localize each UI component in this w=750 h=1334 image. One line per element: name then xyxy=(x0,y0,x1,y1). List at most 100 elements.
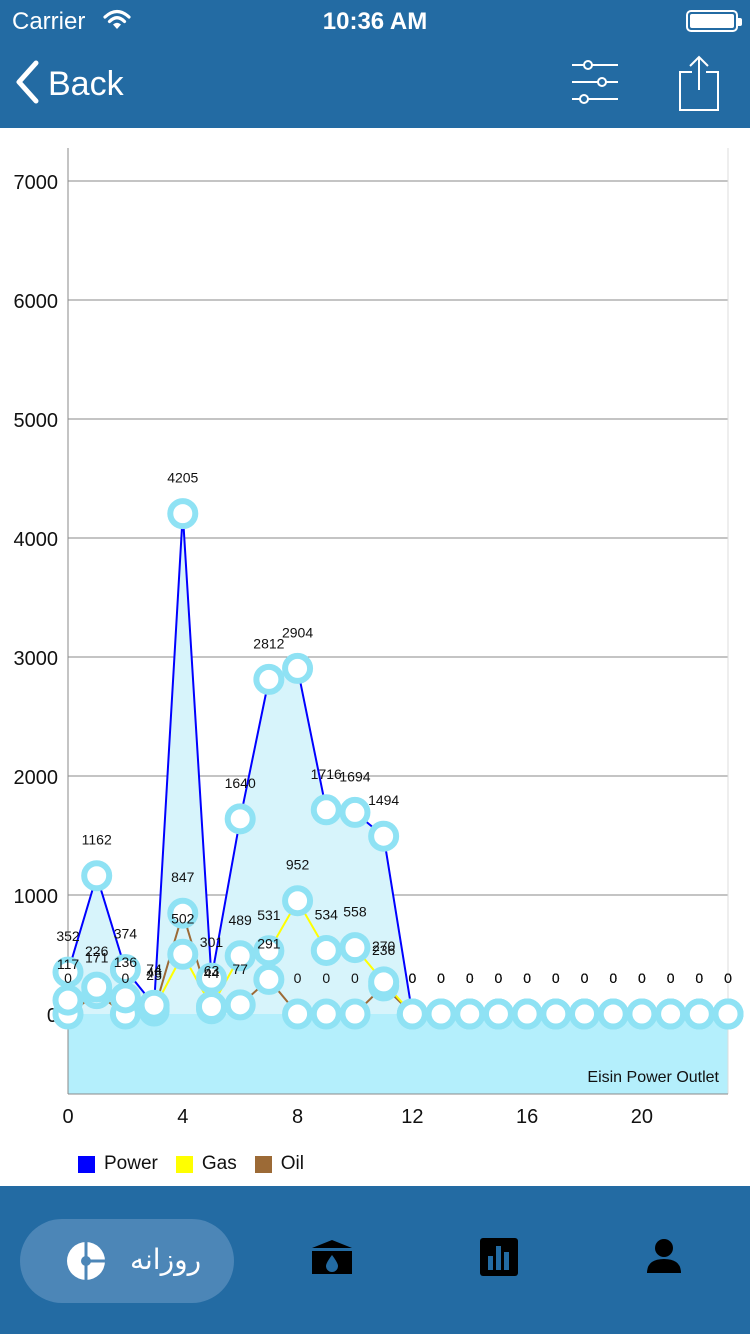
data-label-power: 352 xyxy=(56,928,80,944)
data-label-power: 0 xyxy=(408,970,416,986)
user-icon xyxy=(646,1239,682,1278)
tab-bar: روزانه xyxy=(0,1186,750,1334)
data-label-oil: 291 xyxy=(257,935,281,951)
data-label-oil: 0 xyxy=(724,970,732,986)
data-label-oil: 0 xyxy=(523,970,531,986)
marker-power xyxy=(569,998,601,1030)
legend-item-oil: Oil xyxy=(254,1153,304,1175)
data-label-oil: 0 xyxy=(581,970,589,986)
data-label-power: 74 xyxy=(146,961,162,977)
marker-power xyxy=(253,663,285,695)
tab-daily[interactable]: روزانه xyxy=(20,1219,234,1303)
data-label-gas: 270 xyxy=(372,938,396,954)
marker-oil xyxy=(339,998,371,1030)
x-tick-label: 20 xyxy=(631,1106,653,1128)
marker-oil xyxy=(282,998,314,1030)
legend-item-power: Power xyxy=(78,1153,158,1175)
marker-power xyxy=(425,998,457,1030)
data-label-power: 0 xyxy=(495,970,503,986)
data-label-power: 0 xyxy=(667,970,675,986)
back-label: Back xyxy=(48,64,124,103)
wifi-icon xyxy=(103,9,131,36)
marker-power xyxy=(339,796,371,828)
y-tick-label: 7000 xyxy=(14,172,59,194)
data-label-power: 0 xyxy=(638,970,646,986)
data-label-oil: 0 xyxy=(495,970,503,986)
pie-chart-icon xyxy=(66,1241,106,1286)
marker-power xyxy=(368,820,400,852)
marker-power xyxy=(655,998,687,1030)
data-label-gas: 46 xyxy=(146,965,162,981)
data-label-power: 1640 xyxy=(225,775,256,791)
data-label-gas: 0 xyxy=(638,970,646,986)
tab-profile[interactable] xyxy=(646,1238,690,1282)
filter-button[interactable] xyxy=(570,58,620,108)
bar-chart-icon xyxy=(480,1238,518,1280)
data-label-power: 0 xyxy=(695,970,703,986)
marker-power xyxy=(454,998,486,1030)
legend-swatch-gas xyxy=(175,1155,193,1173)
marker-power xyxy=(195,962,227,994)
tab-daily-label: روزانه xyxy=(130,1243,202,1276)
data-label-power: 0 xyxy=(609,970,617,986)
x-tick-label: 4 xyxy=(177,1106,188,1128)
data-label-gas: 0 xyxy=(667,970,675,986)
data-label-gas: 226 xyxy=(85,943,109,959)
marker-oil xyxy=(310,998,342,1030)
data-label-oil: 77 xyxy=(232,961,248,977)
data-label-oil: 25 xyxy=(146,967,162,983)
sliders-icon xyxy=(570,60,620,112)
tab-stats[interactable] xyxy=(480,1238,524,1282)
data-label-oil: 0 xyxy=(294,970,302,986)
back-button[interactable]: Back xyxy=(14,60,124,108)
data-label-gas: 136 xyxy=(114,954,138,970)
legend-label-oil: Oil xyxy=(280,1153,304,1174)
share-button[interactable] xyxy=(676,54,722,112)
y-tick-label: 4000 xyxy=(14,529,59,551)
y-tick-label: 5000 xyxy=(14,410,59,432)
data-label-power: 1694 xyxy=(339,768,370,784)
marker-oil xyxy=(167,897,199,929)
marker-power xyxy=(282,652,314,684)
x-tick-label: 0 xyxy=(62,1106,73,1128)
data-label-gas: 0 xyxy=(695,970,703,986)
data-label-oil: 0 xyxy=(408,970,416,986)
marker-power xyxy=(396,998,428,1030)
data-label-power: 0 xyxy=(581,970,589,986)
marker-power xyxy=(511,998,543,1030)
marker-gas xyxy=(81,971,113,1003)
x-tick-label: 16 xyxy=(516,1106,538,1128)
data-label-oil: 44 xyxy=(204,965,220,981)
marker-gas xyxy=(310,934,342,966)
data-label-power: 1716 xyxy=(311,766,342,782)
tab-tank[interactable] xyxy=(310,1238,354,1282)
marker-power xyxy=(167,498,199,530)
chart-legend: Power Gas Oil xyxy=(78,1152,322,1176)
data-label-gas: 0 xyxy=(724,970,732,986)
marker-oil xyxy=(224,989,256,1021)
data-label-oil: 0 xyxy=(609,970,617,986)
share-icon xyxy=(676,55,722,116)
legend-swatch-oil xyxy=(254,1155,272,1173)
data-label-power: 301 xyxy=(200,934,224,950)
y-tick-label: 0 xyxy=(47,1005,58,1027)
data-label-gas: 0 xyxy=(609,970,617,986)
marker-gas xyxy=(52,984,84,1016)
marker-gas xyxy=(339,932,371,964)
carrier-label: Carrier xyxy=(12,8,86,35)
marker-gas xyxy=(167,938,199,970)
y-tick-label: 3000 xyxy=(14,648,59,670)
data-label-power: 0 xyxy=(552,970,560,986)
x-tick-label: 12 xyxy=(401,1106,423,1128)
data-label-power: 1162 xyxy=(82,832,112,848)
data-label-oil: 171 xyxy=(85,950,109,966)
data-label-power: 0 xyxy=(523,970,531,986)
data-label-power: 2812 xyxy=(253,635,284,651)
data-label-oil: 0 xyxy=(351,970,359,986)
data-label-gas: 0 xyxy=(523,970,531,986)
marker-gas xyxy=(109,982,141,1014)
data-label-oil: 0 xyxy=(552,970,560,986)
data-label-oil: 0 xyxy=(64,970,72,986)
data-label-gas: 117 xyxy=(57,956,80,972)
data-label-power: 2904 xyxy=(282,624,313,640)
